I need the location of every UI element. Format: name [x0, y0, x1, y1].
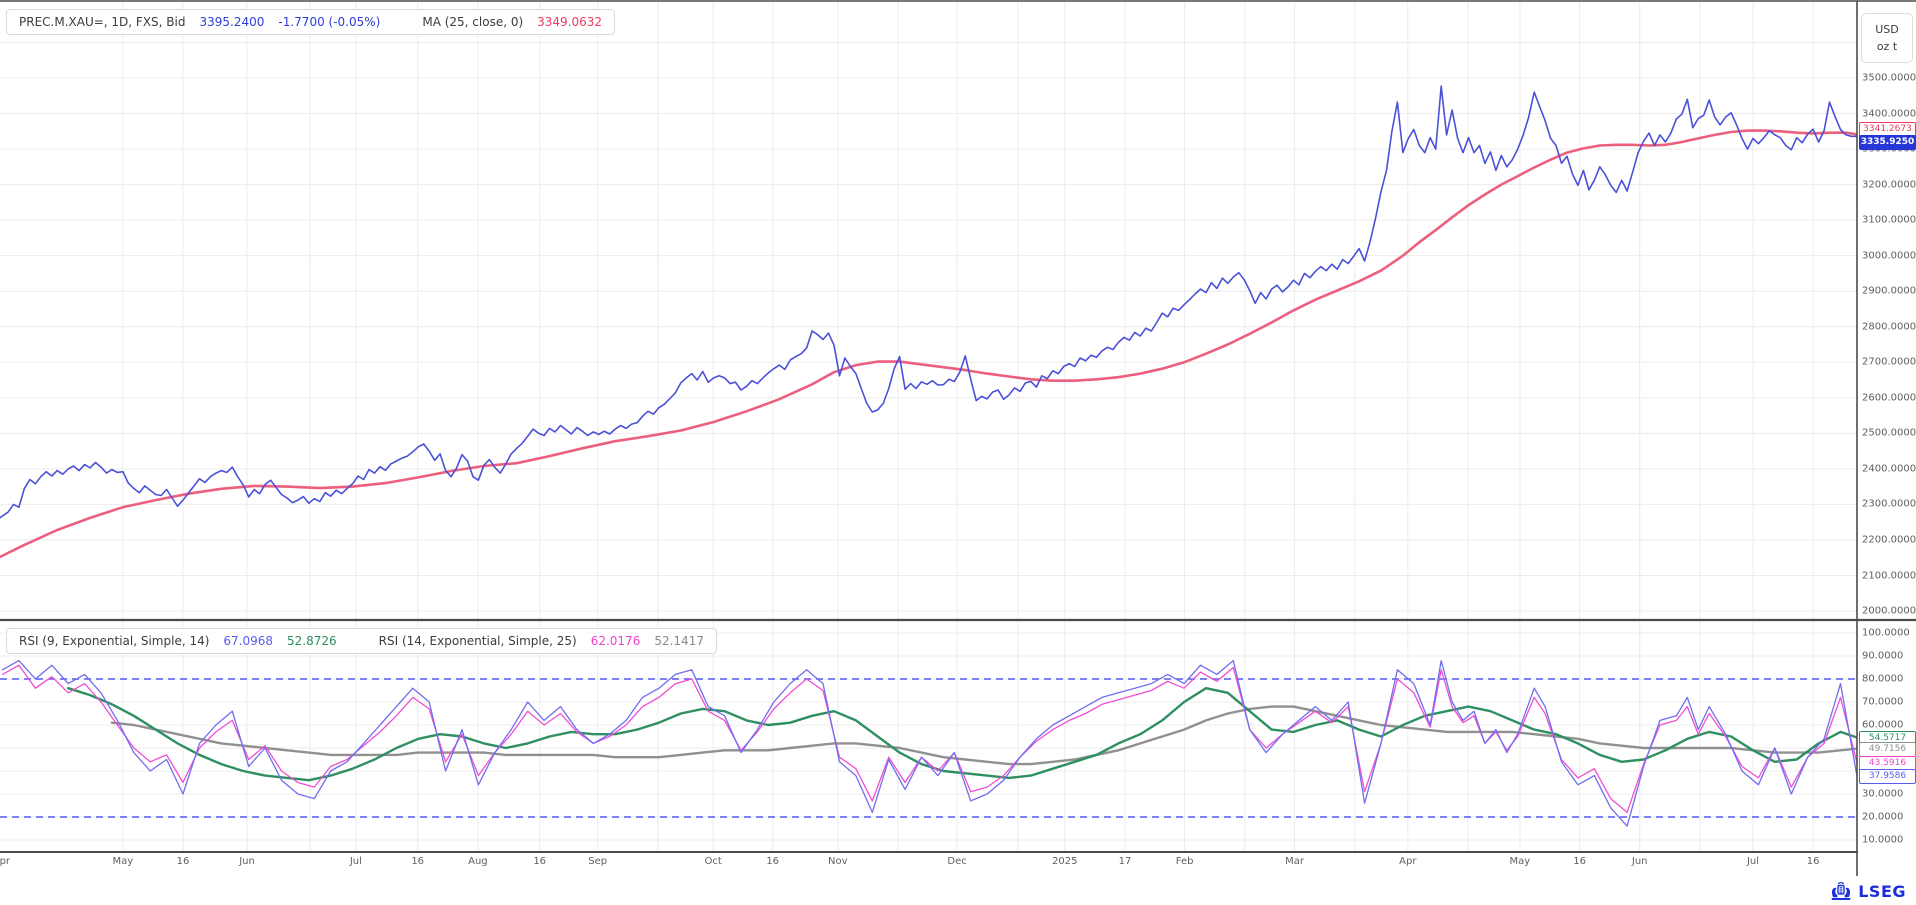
- time-axis-tick-label: 16: [176, 856, 190, 867]
- price-change-value: -1.7700 (-0.05%): [278, 15, 381, 29]
- time-axis-tick-label: May: [1509, 856, 1531, 867]
- price-axis-tick-label: 2300.0000: [1862, 498, 1916, 510]
- time-axis-tick-label: 17: [1118, 856, 1132, 867]
- lseg-logo-text: LSEG: [1858, 881, 1906, 901]
- axis-unit-box[interactable]: USD oz t: [1861, 13, 1913, 63]
- rsi-panel-legend[interactable]: RSI (9, Exponential, Simple, 14) 67.0968…: [6, 628, 717, 654]
- main-plot-area[interactable]: [0, 0, 1857, 620]
- rsi1-value: 67.0968: [223, 634, 274, 648]
- axis-currency-label: USD: [1875, 23, 1899, 36]
- time-axis-tick-label: Jul: [1746, 856, 1760, 867]
- rsi2-signal-value: 52.1417: [654, 634, 704, 648]
- rsi-signal-fast-line[interactable]: [66, 687, 1857, 782]
- time-axis-tick-label: 16: [1573, 856, 1586, 867]
- price-axis-tick-label: 2900.0000: [1862, 285, 1916, 297]
- time-axis-scale[interactable]: [0, 852, 1916, 905]
- price-axis-tick-label: 2600.0000: [1862, 392, 1916, 404]
- time-axis-tick-label: Feb: [1175, 856, 1194, 867]
- time-axis-tick-label: Apr: [1399, 856, 1417, 867]
- rsi-axis-tick-label: 30.0000: [1862, 788, 1904, 800]
- rsi-axis-tick-label: 60.0000: [1862, 719, 1904, 731]
- price-axis-tick-label: 3100.0000: [1862, 214, 1916, 226]
- time-axis-tick-label: Jun: [1631, 856, 1648, 867]
- rsi2-value: 62.0176: [590, 634, 641, 648]
- lseg-logo: LSEG: [1829, 880, 1906, 902]
- rsi1-signal-value: 52.8726: [287, 634, 337, 648]
- time-axis-tick-label: Nov: [828, 856, 848, 867]
- price-axis-tick-label: 2500.0000: [1862, 427, 1916, 439]
- rsi-axis-tick-label: 20.0000: [1862, 811, 1904, 823]
- rsi-slow-line[interactable]: [1, 664, 1857, 814]
- rsi-axis-tick-label: 80.0000: [1862, 673, 1904, 685]
- time-axis-tick-label: Mar: [1285, 856, 1305, 867]
- rsi2-label[interactable]: RSI (14, Exponential, Simple, 25): [378, 634, 577, 648]
- rsi-axis-tick-label: 90.0000: [1862, 650, 1904, 662]
- price-axis-tick-label: 3000.0000: [1862, 250, 1916, 262]
- ma-line[interactable]: [0, 129, 1857, 559]
- axis-measure-label: oz t: [1876, 40, 1898, 53]
- rsi-axis-tick-label: 70.0000: [1862, 696, 1904, 708]
- last-price-value: 3395.2400: [199, 15, 265, 29]
- instrument-title: PREC.M.XAU=, 1D, FXS, Bid: [19, 15, 186, 29]
- price-axis-tick-label: 2800.0000: [1862, 321, 1916, 333]
- time-axis-tick-label: 16: [1806, 856, 1820, 867]
- price-axis-tick-label: 3500.0000: [1862, 72, 1916, 84]
- price-axis-tick-label: 3400.0000: [1862, 108, 1916, 119]
- main-chart-legend[interactable]: PREC.M.XAU=, 1D, FXS, Bid 3395.2400 -1.7…: [6, 9, 616, 35]
- time-axis-tick-label: Oct: [704, 856, 722, 867]
- price-axis-tick-label: 2200.0000: [1862, 534, 1916, 546]
- time-axis-tick-label: 16: [533, 856, 547, 867]
- rsi-axis-tick-label: 10.0000: [1862, 834, 1904, 846]
- rsi-signal-slow-line[interactable]: [110, 705, 1857, 766]
- price-axis-tick-label: 2400.0000: [1862, 463, 1916, 475]
- time-axis-tick-label: 16: [766, 856, 780, 867]
- ma-indicator-label[interactable]: MA (25, close, 0): [422, 15, 524, 29]
- price-axis-tick-label: 3200.0000: [1862, 179, 1916, 191]
- price-axis-tick-label: 2100.0000: [1862, 570, 1916, 581]
- axis-price-marker: 37.9586: [1859, 769, 1916, 785]
- ma-indicator-value: 3349.0632: [537, 15, 603, 29]
- time-axis-tick-label: 16: [411, 856, 425, 867]
- lseg-crest-icon: [1831, 881, 1851, 900]
- rsi-axis-tick-label: 100.0000: [1862, 627, 1910, 639]
- time-axis-tick-label: Aug: [468, 856, 488, 867]
- time-axis-tick-label: Sep: [588, 856, 608, 867]
- time-axis-tick-label: May: [112, 856, 134, 867]
- price-axis-scale[interactable]: [1857, 0, 1916, 620]
- price-axis-tick-label: 2000.0000: [1862, 605, 1916, 617]
- axis-price-marker: 3335.9250: [1859, 135, 1916, 150]
- time-axis-tick-label: Dec: [947, 856, 967, 867]
- price-axis-tick-label: 2700.0000: [1862, 356, 1916, 368]
- price-line[interactable]: [0, 85, 1857, 519]
- time-axis-tick-label: Apr: [0, 856, 11, 867]
- axis-price-marker: 49.7156: [1859, 742, 1916, 758]
- rsi1-label[interactable]: RSI (9, Exponential, Simple, 14): [19, 634, 210, 648]
- time-axis-tick-label: Jun: [239, 856, 255, 867]
- rsi-fast-line[interactable]: [1, 659, 1857, 827]
- time-axis-tick-label: Jul: [349, 856, 362, 867]
- time-axis-tick-label: 2025: [1052, 856, 1078, 867]
